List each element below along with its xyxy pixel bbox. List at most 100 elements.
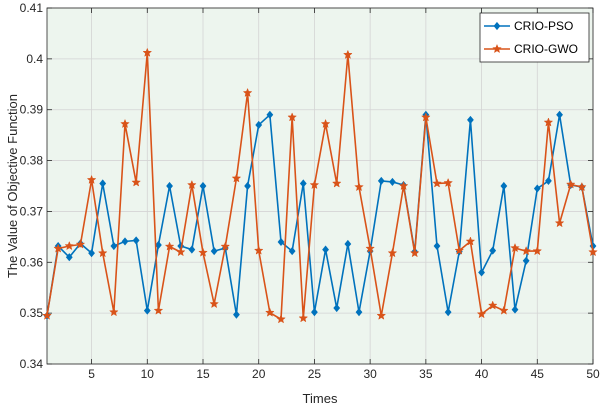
data-point xyxy=(331,178,342,188)
data-point xyxy=(42,310,52,320)
data-point xyxy=(287,112,297,122)
x-axis-title: Times xyxy=(303,391,338,406)
data-point xyxy=(489,246,497,255)
y-tick-label: 0.34 xyxy=(20,357,44,371)
data-point xyxy=(588,247,598,257)
legend-box xyxy=(479,12,590,63)
legend: CRIO-PSO CRIO-GWO xyxy=(479,12,590,63)
data-point xyxy=(65,253,73,262)
data-point xyxy=(166,181,173,191)
data-point xyxy=(121,237,129,246)
data-point xyxy=(454,245,465,255)
data-point xyxy=(476,309,487,319)
data-point xyxy=(299,179,307,188)
data-point xyxy=(153,305,164,315)
data-point xyxy=(109,307,119,317)
series-crio-gwo xyxy=(42,47,598,324)
data-point xyxy=(510,242,520,253)
tick-labels: 5 10 15 20 25 30 35 40 45 50 0.34 0.35 0.36 0.37 0.38 0… xyxy=(20,1,600,381)
data-point xyxy=(478,268,485,277)
data-point xyxy=(311,308,318,317)
data-point xyxy=(320,118,331,129)
data-point xyxy=(253,245,264,255)
data-point xyxy=(409,248,420,258)
data-point xyxy=(175,247,186,257)
data-point xyxy=(577,181,587,192)
data-point xyxy=(444,308,452,317)
data-point xyxy=(164,241,175,251)
data-point xyxy=(533,184,541,193)
data-point xyxy=(511,305,519,314)
legend-entry-crio-pso: CRIO-PSO xyxy=(484,19,573,33)
data-point xyxy=(242,87,253,98)
legend-label: CRIO-GWO xyxy=(514,42,578,56)
data-point xyxy=(465,236,476,246)
x-tick-label: 40 xyxy=(475,367,489,381)
legend-swatch-marker xyxy=(493,21,501,31)
data-point xyxy=(500,181,508,191)
legend-label: CRIO-PSO xyxy=(514,19,573,33)
data-point xyxy=(277,237,285,247)
axes xyxy=(46,7,594,365)
data-point xyxy=(387,248,398,258)
data-point xyxy=(143,306,151,315)
data-point xyxy=(543,117,554,127)
data-point xyxy=(493,21,501,31)
data-point xyxy=(198,247,208,257)
data-point xyxy=(155,240,162,250)
y-tick-label: 0.39 xyxy=(20,103,44,117)
data-point xyxy=(492,43,502,54)
data-point xyxy=(53,243,63,253)
data-point xyxy=(522,256,530,265)
data-point xyxy=(75,239,86,249)
data-point xyxy=(120,118,130,129)
data-point xyxy=(467,115,474,124)
data-point xyxy=(377,176,385,185)
data-point xyxy=(298,313,309,323)
legend-entry-crio-gwo: CRIO-GWO xyxy=(484,42,578,56)
data-point xyxy=(231,173,242,183)
data-point xyxy=(322,245,329,254)
series-layer xyxy=(42,47,598,324)
data-point xyxy=(333,303,341,313)
data-point xyxy=(244,181,251,191)
x-tick-label: 35 xyxy=(419,367,433,381)
data-point xyxy=(443,177,453,188)
series-line xyxy=(46,114,594,316)
data-point xyxy=(309,179,320,190)
data-point xyxy=(199,181,207,191)
data-point xyxy=(545,176,552,185)
data-point xyxy=(265,307,275,317)
data-point xyxy=(389,177,396,186)
data-point xyxy=(398,180,409,191)
data-point xyxy=(521,246,531,256)
data-point xyxy=(209,298,219,309)
data-point xyxy=(64,240,75,251)
data-point xyxy=(532,246,543,256)
data-point xyxy=(487,300,498,310)
data-point xyxy=(88,249,95,258)
data-point xyxy=(499,305,509,315)
data-point xyxy=(565,179,576,189)
x-tick-label: 50 xyxy=(586,367,600,381)
x-tick-label: 20 xyxy=(252,367,266,381)
data-point xyxy=(266,110,274,119)
data-point xyxy=(344,239,352,249)
data-point xyxy=(131,177,141,187)
data-point xyxy=(276,314,286,324)
data-point xyxy=(376,310,387,320)
data-point xyxy=(354,181,364,192)
x-tick-label: 30 xyxy=(363,367,377,381)
x-tick-label: 15 xyxy=(196,367,210,381)
data-point xyxy=(188,245,196,254)
data-point xyxy=(187,179,197,190)
data-point xyxy=(554,218,565,228)
data-point xyxy=(355,308,363,317)
axes-box xyxy=(46,7,594,365)
data-point xyxy=(210,247,218,256)
y-tick-label: 0.35 xyxy=(20,306,44,320)
data-point xyxy=(97,248,108,258)
data-point xyxy=(142,47,153,57)
x-tick-label: 25 xyxy=(308,367,322,381)
